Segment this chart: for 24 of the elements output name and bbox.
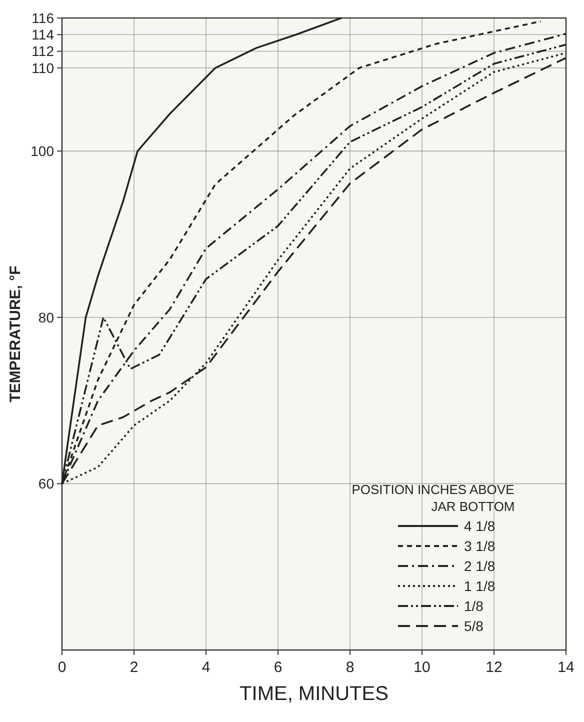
legend-label: 1/8	[464, 598, 484, 614]
x-tick-label: 0	[58, 659, 66, 676]
legend-title: POSITION INCHES ABOVE JAR BOTTOM	[352, 482, 515, 514]
legend-label: 2 1/8	[464, 558, 496, 574]
y-tick-label: 112	[32, 43, 54, 60]
legend-label: 3 1/8	[464, 538, 496, 554]
y-tick-label: 80	[38, 309, 54, 326]
y-tick-label: 114	[32, 26, 54, 43]
x-tick-label: 10	[414, 659, 430, 676]
x-axis-title: TIME, MINUTES	[240, 683, 388, 705]
y-tick-label: 60	[38, 476, 54, 492]
legend-label: 4 1/8	[464, 518, 496, 534]
y-tick-label: 110	[32, 60, 54, 76]
legend-label: 5/8	[464, 618, 484, 634]
x-tick-label: 12	[486, 659, 502, 676]
x-tick-label: 8	[346, 659, 354, 676]
y-tick-label: 100	[30, 142, 54, 159]
legend-label: 1 1/8	[464, 578, 496, 594]
x-tick-label: 6	[274, 659, 282, 676]
y-axis-title: TEMPERATURE, °F	[7, 266, 24, 402]
x-tick-label: 14	[558, 659, 574, 676]
x-tick-label: 4	[202, 659, 210, 676]
y-tick-label: 116	[32, 10, 54, 26]
x-tick-label: 2	[130, 659, 138, 676]
